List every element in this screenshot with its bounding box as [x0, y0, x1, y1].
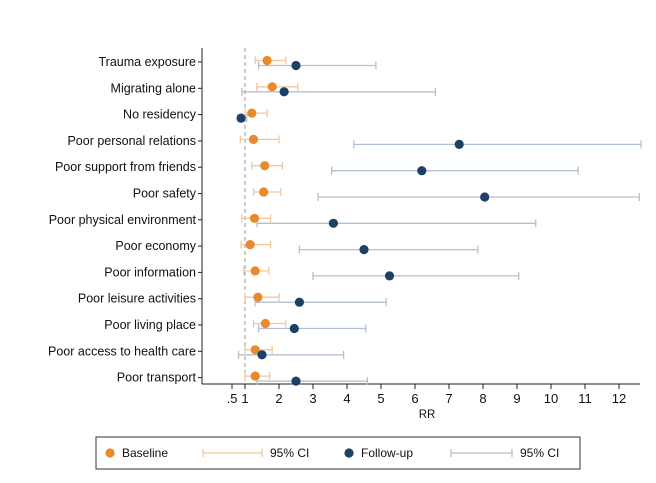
follow-up-point [236, 113, 246, 123]
x-tick-label: .5 [227, 391, 238, 406]
follow-up-point [359, 245, 369, 255]
legend-baseline-ci-label: 95% CI [270, 446, 309, 460]
y-category-label: Poor living place [104, 318, 196, 332]
legend-follow-up-ci-label: 95% CI [520, 446, 559, 460]
legend-follow-up-label: Follow-up [361, 446, 413, 460]
y-category-label: Poor access to health care [48, 344, 196, 358]
y-category-label: Poor transport [117, 371, 197, 385]
baseline-point [260, 161, 270, 171]
baseline-point [248, 134, 259, 144]
y-category-label: Trauma exposure [99, 55, 197, 69]
x-tick-label: 9 [513, 391, 520, 406]
follow-up-point [291, 376, 301, 386]
x-tick-label: 4 [343, 391, 350, 406]
y-category-label: Poor support from friends [55, 160, 196, 174]
follow-up-point [294, 297, 304, 307]
y-category-label: Poor physical environment [49, 213, 197, 227]
legend-baseline-marker [105, 448, 115, 458]
follow-up-point [454, 139, 464, 149]
x-tick-label: 10 [544, 391, 558, 406]
x-tick-label: 6 [411, 391, 418, 406]
baseline-point [250, 345, 260, 355]
x-tick-label: 5 [377, 391, 384, 406]
x-tick-label: 1 [241, 391, 248, 406]
y-category-label: Poor economy [115, 239, 196, 253]
x-axis-label: RR [419, 409, 436, 421]
follow-up-point [328, 218, 338, 228]
baseline-point [260, 318, 270, 329]
legend: Baseline 95% CI Follow-up 95% CI [95, 436, 581, 470]
follow-up-point [480, 192, 490, 202]
y-category-label: Poor personal relations [67, 134, 196, 148]
baseline-point [253, 292, 263, 302]
baseline-point [262, 55, 272, 66]
follow-up-point [291, 60, 301, 71]
baseline-point [267, 82, 277, 92]
baseline-point [245, 240, 255, 250]
x-tick-label: 11 [578, 391, 592, 406]
follow-up-point [279, 87, 289, 97]
baseline-point [249, 213, 260, 223]
follow-up-point [257, 350, 267, 360]
baseline-point [250, 371, 260, 381]
y-category-label: No residency [123, 108, 197, 122]
y-category-label: Migrating alone [111, 81, 197, 95]
y-category-label: Poor information [104, 265, 196, 279]
follow-up-point [384, 271, 395, 281]
follow-up-point [417, 166, 427, 176]
x-tick-label: 7 [445, 391, 452, 406]
baseline-point [259, 187, 269, 197]
x-tick-label: 8 [479, 391, 486, 406]
legend-box [95, 436, 581, 470]
baseline-point [250, 266, 260, 276]
legend-baseline-label: Baseline [122, 446, 168, 460]
follow-up-point [289, 323, 299, 334]
legend-follow-up-marker [344, 448, 354, 458]
y-category-label: Poor leisure activities [78, 292, 196, 306]
y-category-label: Poor safety [133, 187, 197, 201]
x-tick-label: 2 [275, 391, 282, 406]
baseline-point [247, 108, 257, 118]
x-tick-label: 3 [309, 391, 316, 406]
x-tick-label: 12 [612, 391, 626, 406]
